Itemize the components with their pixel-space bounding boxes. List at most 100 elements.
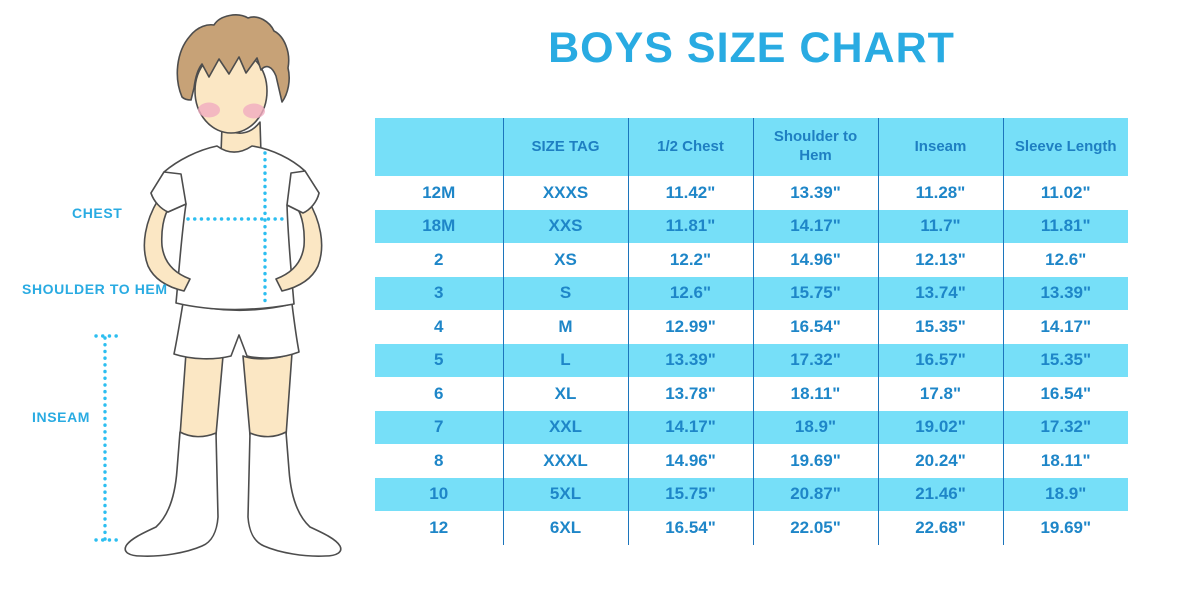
table-row: 5 L 13.39" 17.32" 16.57" 15.35": [375, 343, 1128, 377]
size-tag-cell: XXL: [503, 410, 629, 444]
table-row: 10 5XL 15.75" 20.87" 21.46" 18.9": [375, 477, 1128, 511]
sleeve-length-cell: 12.6": [1003, 243, 1128, 277]
size-tag-cell: XXXS: [503, 176, 629, 210]
boy-left-sleeve: [150, 171, 187, 213]
size-cell: 7: [375, 410, 504, 444]
header-inseam: Inseam: [878, 118, 1004, 176]
boy-shorts: [173, 302, 300, 360]
header-sleeve-length: Sleeve Length: [1003, 118, 1128, 176]
half-chest-cell: 14.96": [628, 444, 754, 478]
table-row: 2 XS 12.2" 14.96" 12.13" 12.6": [375, 243, 1128, 277]
size-cell: 4: [375, 310, 504, 344]
boy-right-arm: [275, 199, 323, 292]
sleeve-length-cell: 13.39": [1003, 276, 1128, 310]
inseam-label: INSEAM: [32, 409, 91, 425]
size-tag-cell: M: [503, 310, 629, 344]
inseam-cell: 17.8": [878, 377, 1004, 411]
half-chest-cell: 12.99": [628, 310, 754, 344]
table-row: 12 6XL 16.54" 22.05" 22.68" 19.69": [375, 511, 1128, 545]
boy-right-sleeve: [286, 170, 320, 214]
sleeve-length-cell: 18.11": [1003, 444, 1128, 478]
size-cell: 18M: [375, 209, 504, 243]
table-row: 4 M 12.99" 16.54" 15.35" 14.17": [375, 310, 1128, 344]
size-cell: 12M: [375, 176, 504, 210]
shoulder-to-hem-cell: 14.17": [753, 209, 879, 243]
shoulder-to-hem-cell: 19.69": [753, 444, 879, 478]
page-title: BOYS SIZE CHART: [548, 24, 955, 72]
boy-illustration: [94, 14, 342, 557]
size-cell: 2: [375, 243, 504, 277]
half-chest-cell: 16.54": [628, 511, 754, 545]
shoulder-to-hem-cell: 13.39": [753, 176, 879, 210]
sleeve-length-cell: 15.35": [1003, 343, 1128, 377]
sleeve-length-cell: 11.02": [1003, 176, 1128, 210]
size-cell: 3: [375, 276, 504, 310]
boy-left-blush: [198, 102, 220, 118]
inseam-cell: 13.74": [878, 276, 1004, 310]
sleeve-length-cell: 18.9": [1003, 477, 1128, 511]
size-cell: 10: [375, 477, 504, 511]
sleeve-length-cell: 17.32": [1003, 410, 1128, 444]
shoulder-to-hem-cell: 16.54": [753, 310, 879, 344]
inseam-cell: 15.35": [878, 310, 1004, 344]
inseam-cell: 21.46": [878, 477, 1004, 511]
size-cell: 5: [375, 343, 504, 377]
table-row: 8 XXXL 14.96" 19.69" 20.24" 18.11": [375, 444, 1128, 478]
inseam-cell: 20.24": [878, 444, 1004, 478]
shoulder-to-hem-label: SHOULDER TO HEM: [22, 281, 168, 297]
size-tag-cell: XXXL: [503, 444, 629, 478]
size-tag-cell: S: [503, 276, 629, 310]
half-chest-cell: 11.81": [628, 209, 754, 243]
shoulder-to-hem-cell: 20.87": [753, 477, 879, 511]
size-tag-cell: 6XL: [503, 511, 629, 545]
size-tag-cell: XXS: [503, 209, 629, 243]
shoulder-to-hem-cell: 22.05": [753, 511, 879, 545]
table-row: 18M XXS 11.81" 14.17" 11.7" 11.81": [375, 209, 1128, 243]
size-tag-cell: L: [503, 343, 629, 377]
sleeve-length-cell: 11.81": [1003, 209, 1128, 243]
half-chest-cell: 13.78": [628, 377, 754, 411]
chest-label: CHEST: [72, 205, 123, 221]
header-shoulder-to-hem: Shoulder to Hem: [753, 118, 879, 176]
sleeve-length-cell: 14.17": [1003, 310, 1128, 344]
header-row: SIZE TAG 1/2 Chest Shoulder to Hem Insea…: [375, 118, 1128, 176]
boy-left-leg: [179, 352, 224, 440]
table-row: 7 XXL 14.17" 18.9" 19.02" 17.32": [375, 410, 1128, 444]
half-chest-cell: 15.75": [628, 477, 754, 511]
boy-right-blush: [243, 103, 265, 119]
shoulder-to-hem-cell: 17.32": [753, 343, 879, 377]
inseam-cell: 11.7": [878, 209, 1004, 243]
boy-right-leg: [242, 352, 293, 440]
shoulder-to-hem-cell: 14.96": [753, 243, 879, 277]
header-half-chest: 1/2 Chest: [628, 118, 754, 176]
boy-left-arm: [143, 199, 191, 292]
half-chest-cell: 11.42": [628, 176, 754, 210]
size-cell: 8: [375, 444, 504, 478]
header-size-tag: SIZE TAG: [503, 118, 629, 176]
half-chest-cell: 12.6": [628, 276, 754, 310]
boy-left-sock: [124, 431, 219, 557]
boy-hair: [176, 14, 290, 103]
table-row: 12M XXXS 11.42" 13.39" 11.28" 11.02": [375, 176, 1128, 210]
size-tag-cell: 5XL: [503, 477, 629, 511]
inseam-cell: 22.68": [878, 511, 1004, 545]
half-chest-cell: 12.2": [628, 243, 754, 277]
boy-measurement-diagram: CHEST SHOULDER TO HEM INSEAM: [0, 0, 380, 600]
table-row: 3 S 12.6" 15.75" 13.74" 13.39": [375, 276, 1128, 310]
shoulder-to-hem-cell: 15.75": [753, 276, 879, 310]
sleeve-length-cell: 19.69": [1003, 511, 1128, 545]
inseam-cell: 19.02": [878, 410, 1004, 444]
boy-right-sock: [247, 431, 342, 557]
size-tag-cell: XL: [503, 377, 629, 411]
size-chart-table: SIZE TAG 1/2 Chest Shoulder to Hem Insea…: [375, 118, 1128, 545]
shoulder-to-hem-cell: 18.9": [753, 410, 879, 444]
table-row: 6 XL 13.78" 18.11" 17.8" 16.54": [375, 377, 1128, 411]
size-cell: 12: [375, 511, 504, 545]
half-chest-cell: 14.17": [628, 410, 754, 444]
inseam-cell: 16.57": [878, 343, 1004, 377]
shoulder-to-hem-cell: 18.11": [753, 377, 879, 411]
inseam-cell: 11.28": [878, 176, 1004, 210]
half-chest-cell: 13.39": [628, 343, 754, 377]
header-size: [375, 118, 504, 176]
size-cell: 6: [375, 377, 504, 411]
